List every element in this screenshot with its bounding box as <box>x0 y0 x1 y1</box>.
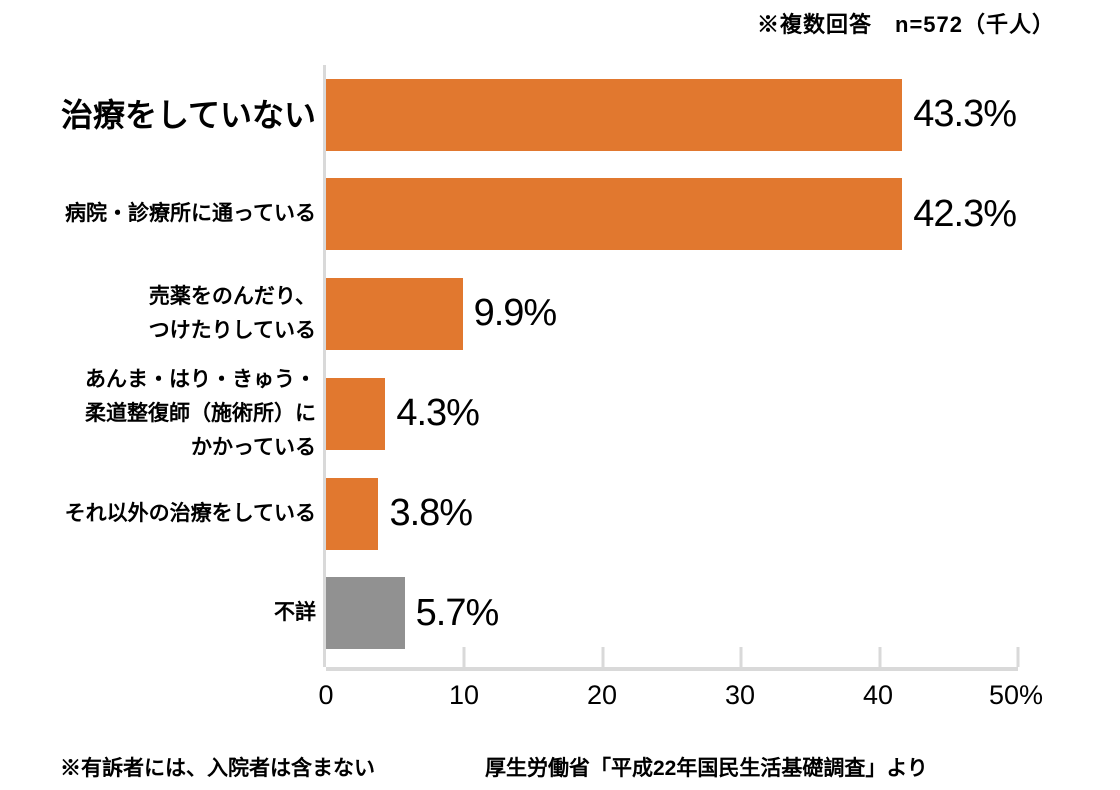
bar-cell: 3.8% <box>326 464 1016 563</box>
x-axis-line <box>326 645 1020 671</box>
axis-tick-mark <box>601 647 605 667</box>
chart-note-top: ※複数回答 n=572（千人） <box>757 12 1055 37</box>
chart-row: 病院・診療所に通っている 42.3% <box>0 164 1017 263</box>
chart-row: それ以外の治療をしている 3.8% <box>0 464 1016 563</box>
bar-cell: 4.3% <box>326 363 1016 464</box>
category-label: 売薬をのんだり、 つけたりしている <box>148 285 316 342</box>
bar-value-label: 3.8% <box>389 492 473 535</box>
axis-tick-label: 10 <box>448 680 480 710</box>
bar <box>326 477 379 550</box>
axis-tick-label: 50% <box>988 680 1044 710</box>
x-axis-tick-labels: 0 10 20 30 40 50% <box>318 680 1043 714</box>
bar <box>326 377 386 450</box>
bar-rows: 治療をしていない 43.3% 病院・診療所に通っている 42.3% 売薬をのんだ… <box>0 65 1017 663</box>
axis-tick-label: 40 <box>862 680 894 710</box>
chart-row: あんま・はり・きゅう・ 柔道整復師（施術所）に かかっている 4.3% <box>0 363 1016 464</box>
bar-cell: 5.7% <box>326 564 1016 663</box>
bar-value-label: 42.3% <box>913 192 1017 235</box>
axis-tick-mark <box>1016 647 1020 667</box>
bar-value-label: 5.7% <box>415 591 500 634</box>
bar-cell: 9.9% <box>326 264 1016 363</box>
axis-tick-mark <box>878 647 882 667</box>
bar <box>326 178 903 251</box>
axis-tick-label: 30 <box>724 680 756 710</box>
axis-zero-line <box>323 65 326 667</box>
category-label: 病院・診療所に通っている <box>65 202 316 226</box>
category-label: それ以外の治療をしている <box>64 502 316 526</box>
category-label: あんま・はり・きゅう・ 柔道整復師（施術所）に かかっている <box>85 368 316 459</box>
chart-row: 売薬をのんだり、 つけたりしている 9.9% <box>0 264 1016 363</box>
bar <box>326 78 903 151</box>
axis-tick-label: 0 <box>318 680 334 710</box>
bar-cell: 43.3% <box>326 65 1017 164</box>
category-label: 不詳 <box>274 601 316 625</box>
chart-row: 治療をしていない 43.3% <box>0 65 1017 164</box>
bar <box>326 577 405 650</box>
bar <box>326 277 463 350</box>
bar-cell: 42.3% <box>326 164 1017 263</box>
category-label: 治療をしていない <box>60 96 316 133</box>
axis-tick-label: 20 <box>586 680 618 710</box>
footnote-source: 厚生労働省「平成22年国民生活基礎調査」より <box>485 757 928 780</box>
bar-value-label: 4.3% <box>396 392 480 435</box>
bar-value-label: 43.3% <box>913 93 1017 136</box>
axis-tick-mark <box>739 647 743 667</box>
chart-row: 不詳 5.7% <box>0 564 1016 663</box>
bar-value-label: 9.9% <box>473 292 558 335</box>
footnote-definition: ※有訴者には、入院者は含まない <box>60 757 375 780</box>
axis-tick-mark <box>462 647 466 667</box>
